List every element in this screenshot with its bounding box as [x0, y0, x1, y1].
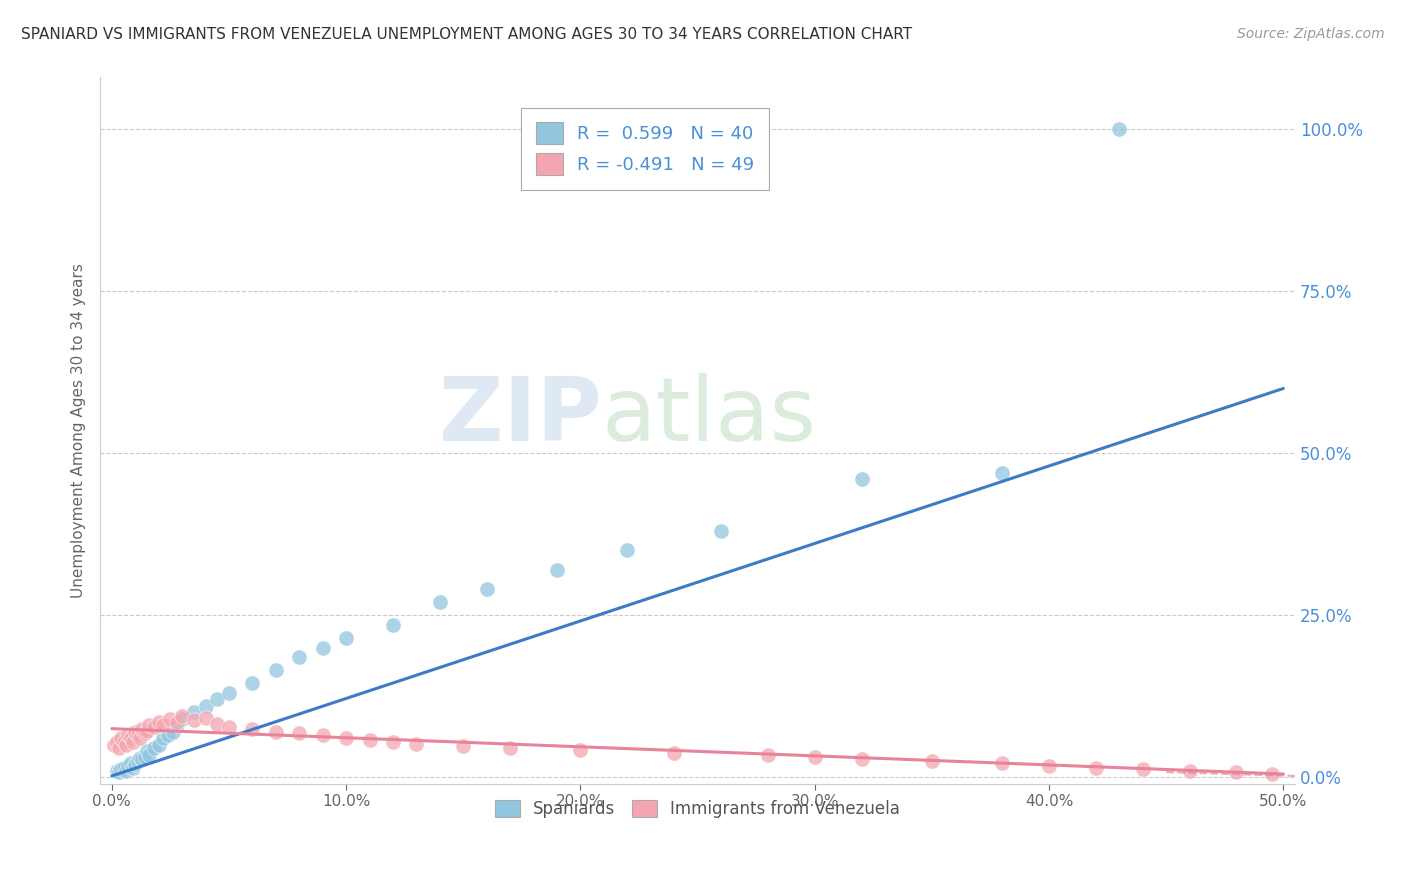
Point	[127, 754, 149, 768]
Point	[405, 737, 427, 751]
Point	[103, 738, 125, 752]
Point	[921, 754, 943, 768]
Text: Source: ZipAtlas.com: Source: ZipAtlas.com	[1237, 27, 1385, 41]
Text: SPANIARD VS IMMIGRANTS FROM VENEZUELA UNEMPLOYMENT AMONG AGES 30 TO 34 YEARS COR: SPANIARD VS IMMIGRANTS FROM VENEZUELA UN…	[21, 27, 912, 42]
Point	[117, 728, 139, 742]
Point	[662, 746, 685, 760]
Y-axis label: Unemployment Among Ages 30 to 34 years: Unemployment Among Ages 30 to 34 years	[72, 263, 86, 598]
Point	[429, 595, 451, 609]
Point	[136, 744, 159, 758]
Point	[1178, 764, 1201, 778]
Point	[242, 676, 264, 690]
Point	[122, 734, 145, 748]
Point	[117, 758, 139, 772]
Point	[124, 725, 146, 739]
Point	[115, 738, 138, 752]
Point	[131, 722, 153, 736]
Point	[382, 734, 405, 748]
Point	[335, 631, 357, 645]
Point	[105, 764, 128, 778]
Point	[143, 741, 166, 756]
Point	[120, 756, 142, 770]
Point	[194, 698, 217, 713]
Point	[108, 741, 131, 756]
Point	[851, 752, 873, 766]
Point	[803, 749, 825, 764]
Point	[110, 763, 132, 777]
Point	[194, 711, 217, 725]
Point	[1038, 758, 1060, 772]
Point	[120, 731, 142, 746]
Text: atlas: atlas	[602, 373, 817, 460]
Point	[382, 618, 405, 632]
Point	[218, 686, 240, 700]
Point	[148, 715, 170, 730]
Point	[242, 722, 264, 736]
Point	[122, 760, 145, 774]
Point	[131, 752, 153, 766]
Point	[288, 650, 311, 665]
Text: ZIP: ZIP	[439, 373, 602, 460]
Point	[183, 713, 205, 727]
Point	[851, 472, 873, 486]
Point	[136, 723, 159, 738]
Point	[124, 757, 146, 772]
Point	[134, 726, 156, 740]
Point	[134, 749, 156, 764]
Point	[162, 725, 184, 739]
Point	[207, 692, 229, 706]
Point	[499, 741, 522, 756]
Point	[105, 734, 128, 748]
Point	[546, 563, 568, 577]
Point	[183, 706, 205, 720]
Point	[110, 731, 132, 746]
Point	[138, 718, 160, 732]
Point	[166, 718, 188, 732]
Point	[138, 747, 160, 762]
Point	[207, 717, 229, 731]
Point	[127, 728, 149, 742]
Point	[453, 739, 475, 753]
Point	[359, 732, 381, 747]
Point	[335, 731, 357, 746]
Point	[157, 728, 180, 742]
Point	[991, 756, 1014, 770]
Point	[129, 731, 152, 746]
Point	[756, 747, 779, 762]
Point	[108, 765, 131, 780]
Point	[159, 712, 181, 726]
Point	[1108, 122, 1130, 136]
Point	[710, 524, 733, 538]
Point	[1225, 765, 1247, 780]
Point	[129, 751, 152, 765]
Point	[1084, 760, 1107, 774]
Point	[1132, 763, 1154, 777]
Point	[166, 715, 188, 730]
Point	[1260, 767, 1282, 781]
Point	[112, 760, 135, 774]
Point	[569, 743, 592, 757]
Point	[152, 718, 174, 732]
Point	[112, 734, 135, 748]
Point	[115, 764, 138, 778]
Point	[143, 720, 166, 734]
Point	[172, 708, 194, 723]
Point	[475, 582, 498, 597]
Point	[264, 725, 287, 739]
Point	[152, 731, 174, 746]
Point	[288, 726, 311, 740]
Point	[218, 720, 240, 734]
Point	[991, 466, 1014, 480]
Point	[616, 543, 638, 558]
Point	[264, 664, 287, 678]
Legend: Spaniards, Immigrants from Venezuela: Spaniards, Immigrants from Venezuela	[488, 793, 907, 825]
Point	[172, 712, 194, 726]
Point	[148, 738, 170, 752]
Point	[312, 640, 335, 655]
Point	[312, 728, 335, 742]
